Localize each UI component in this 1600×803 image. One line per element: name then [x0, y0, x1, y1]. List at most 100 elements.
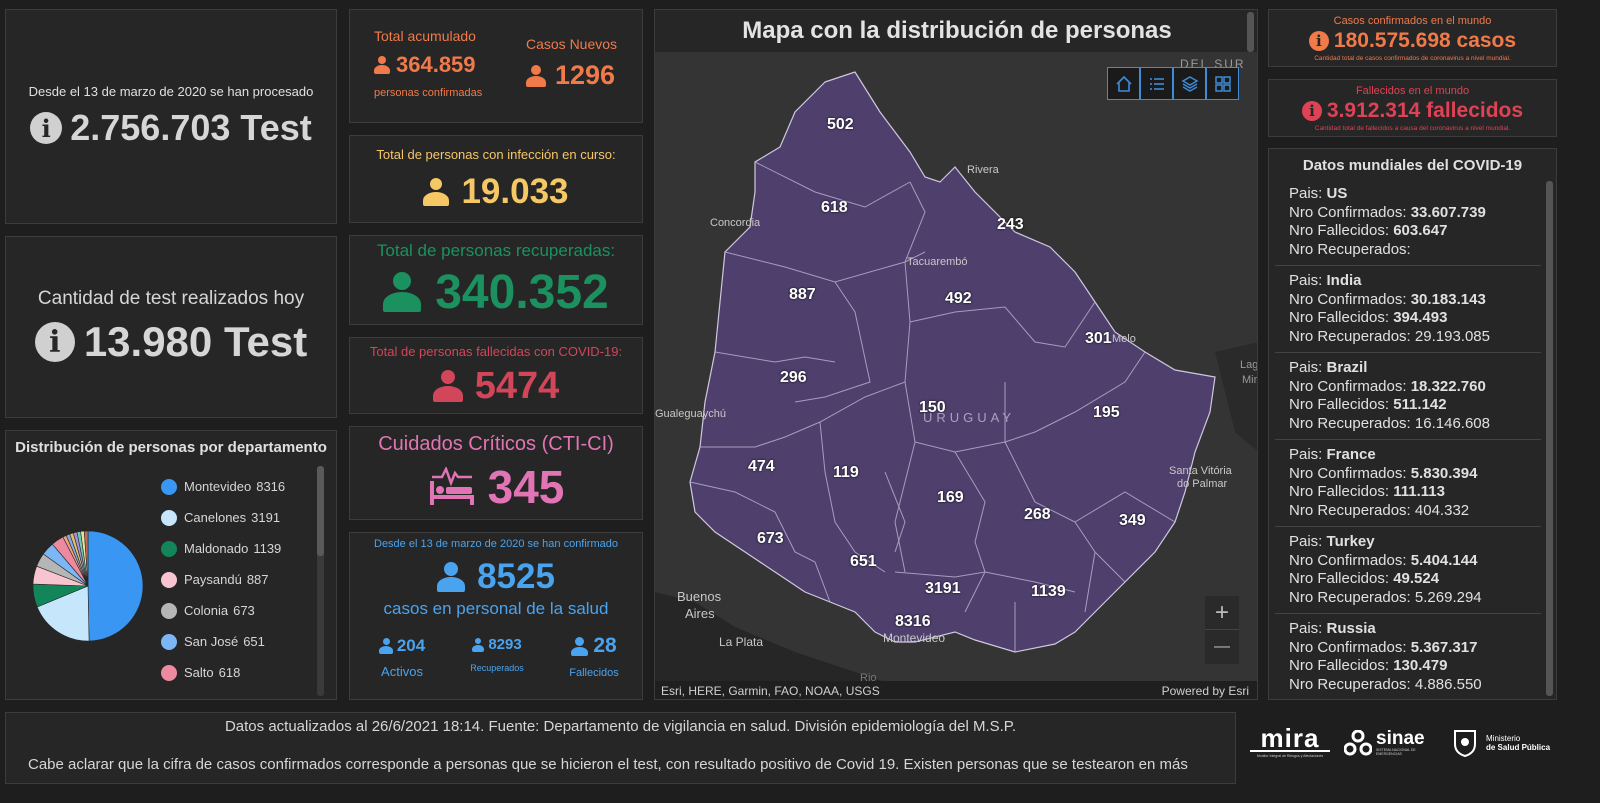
world-country-list[interactable]: Pais: US Nro Confirmados: 33.607.739 Nro F… [1275, 179, 1541, 699]
world-cases-sub: Cantidad total de casos confirmados de c… [1314, 54, 1511, 62]
map-powered-by[interactable]: Powered by Esri [1161, 684, 1249, 698]
map-place-aires: Aires [685, 606, 715, 621]
info-icon: i [30, 112, 63, 144]
legend-scrollbar-thumb[interactable] [317, 466, 324, 556]
country-confirmed: 5.367.317 [1410, 638, 1478, 656]
person-icon [571, 636, 589, 656]
legend-item[interactable]: Maldonado 1139 [161, 533, 321, 564]
sinae-logo-text: sinae [1376, 728, 1425, 749]
country-deaths-row: Nro Fallecidos: 603.647 [1289, 222, 1541, 241]
footer-panel: Datos actualizados al 26/6/2021 18:14. F… [5, 712, 1236, 784]
country-name-label: Pais: [1289, 446, 1327, 463]
country-item[interactable]: Pais: Turkey Nro Confirmados: 5.404.144 Nr… [1275, 527, 1541, 614]
legend-item[interactable]: Paysandú 887 [161, 564, 321, 595]
country-name: France [1326, 446, 1376, 463]
legend-color-swatch [161, 478, 177, 495]
person-icon [423, 177, 450, 206]
map-count-florida: 169 [937, 489, 964, 506]
cti-label: Cuidados Críticos (CTI-CI) [378, 432, 614, 455]
pie-slice[interactable] [87, 530, 144, 642]
accumulated-sub: personas confirmadas [374, 87, 483, 99]
uruguay-map[interactable] [655, 52, 1258, 700]
country-recovered-row: Nro Recuperados: 404.332 [1289, 502, 1541, 521]
pie-slice[interactable] [36, 585, 90, 642]
legend-color-swatch [161, 571, 177, 588]
country-deaths-label: Nro Fallecidos: [1289, 309, 1394, 326]
deaths-label: Total de personas fallecidas con COVID-1… [369, 343, 623, 359]
map-count-soriano: 474 [748, 458, 775, 475]
person-icon [526, 64, 546, 87]
cti-panel: Cuidados Críticos (CTI-CI) 345 [349, 426, 643, 520]
country-deaths-label: Nro Fallecidos: [1289, 396, 1394, 413]
map-scrollbar[interactable] [1247, 12, 1254, 52]
zoom-in-button[interactable]: + [1205, 596, 1239, 630]
new-cases-value: 1296 [555, 60, 616, 90]
country-recovered: 5.269.294 [1414, 588, 1482, 606]
country-confirmed-label: Nro Confirmados: [1289, 377, 1411, 395]
country-name-label: Pais: [1289, 533, 1327, 550]
legend-list-icon[interactable] [1140, 67, 1173, 100]
pie-slice[interactable] [83, 530, 89, 587]
country-confirmed: 30.183.143 [1410, 290, 1486, 308]
map-place-lag: Lag [1240, 359, 1258, 371]
country-confirmed-label: Nro Confirmados: [1289, 464, 1411, 482]
map-count-colonia: 673 [757, 530, 784, 547]
country-name-label: Pais: [1289, 620, 1327, 637]
basemap-gallery-icon[interactable] [1206, 67, 1239, 100]
country-item[interactable]: Pais: France Nro Confirmados: 5.830.394 Nr… [1275, 440, 1541, 527]
legend-item[interactable]: Colonia 673 [161, 595, 321, 626]
country-name-row: Pais: Turkey [1289, 533, 1541, 552]
msp-logo-line2: de Salud Pública [1486, 743, 1551, 752]
country-recovered-label: Nro Recuperados: [1289, 414, 1415, 432]
world-deaths-label: Fallecidos en el mundo [1355, 84, 1470, 97]
msp-logo-line1: Ministerio [1486, 734, 1521, 743]
active-value: 19.033 [461, 171, 569, 211]
legend-item[interactable]: San José 651 [161, 626, 321, 657]
tests-today-panel: Cantidad de test realizados hoy i 13.980… [5, 236, 337, 418]
home-icon[interactable] [1107, 67, 1140, 100]
active-label: Total de personas con infección en curso… [376, 146, 616, 162]
map-count-artigas: 502 [827, 116, 854, 133]
legend-scrollbar[interactable] [317, 466, 324, 696]
country-name-row: Pais: India [1289, 272, 1541, 291]
country-confirmed-label: Nro Confirmados: [1289, 551, 1411, 569]
legend-item[interactable]: Salto 618 [161, 657, 321, 688]
zoom-out-button[interactable]: — [1214, 638, 1230, 655]
hospital-bed-icon [429, 466, 474, 505]
person-icon [378, 638, 393, 654]
country-name-label: Pais: [1289, 359, 1327, 376]
map-count-salto: 618 [821, 199, 848, 216]
legend-item[interactable]: Canelones 3191 [161, 502, 321, 533]
country-deaths-label: Nro Fallecidos: [1289, 657, 1394, 674]
country-deaths-label: Nro Fallecidos: [1289, 570, 1394, 587]
country-confirmed: 33.607.739 [1410, 203, 1486, 221]
person-icon [383, 272, 422, 312]
country-recovered-label: Nro Recuperados: [1289, 501, 1415, 519]
map-view[interactable]: DEL SUR Concordia Rivera Tacuarembó Melo… [655, 52, 1258, 700]
map-count-montevideo: 8316 [895, 613, 931, 630]
deaths-panel: Total de personas fallecidas con COVID-1… [349, 337, 643, 414]
country-item[interactable]: Pais: US Nro Confirmados: 33.607.739 Nro F… [1275, 179, 1541, 266]
country-item[interactable]: Pais: Russia Nro Confirmados: 5.367.317 Nr… [1275, 614, 1541, 699]
sinae-logo: sinae SISTEMA NACIONAL DE EMERGENCIAS [1344, 728, 1425, 756]
map-place-mir: Mir [1242, 374, 1258, 386]
world-list-scrollbar[interactable] [1546, 181, 1553, 696]
map-count-san-jose: 651 [850, 553, 877, 570]
distribution-title: Distribución de personas por departament… [15, 439, 327, 456]
country-confirmed-row: Nro Confirmados: 30.183.143 [1289, 291, 1541, 310]
country-confirmed-label: Nro Confirmados: [1289, 290, 1411, 308]
layers-icon[interactable] [1173, 67, 1206, 100]
health-recovered-value: 8293 [488, 636, 522, 653]
country-deaths: 111.113 [1393, 483, 1445, 500]
map-count-treinta-tres: 195 [1093, 404, 1120, 421]
map-title: Mapa con la distribución de personas [742, 17, 1172, 44]
map-place-uruguay: URUGUAY [923, 410, 1016, 425]
country-item[interactable]: Pais: Brazil Nro Confirmados: 18.322.760 N… [1275, 353, 1541, 440]
country-item[interactable]: Pais: India Nro Confirmados: 30.183.143 Nr… [1275, 266, 1541, 353]
distribution-panel: Distribución de personas por departament… [5, 430, 337, 700]
country-name: US [1326, 185, 1348, 202]
legend-value: 887 [246, 572, 269, 587]
map-count-cerro-largo: 301 [1085, 330, 1112, 347]
world-cases-panel: Casos confirmados en el mundo i 180.575.… [1268, 9, 1557, 67]
legend-item[interactable]: Montevideo 8316 [161, 471, 321, 502]
